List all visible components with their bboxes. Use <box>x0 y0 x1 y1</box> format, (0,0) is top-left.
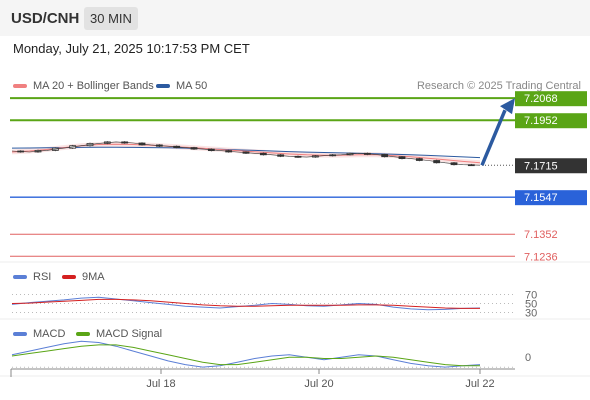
x-tick-label: Jul 18 <box>146 378 175 390</box>
level-label-0: 7.2068 <box>524 93 558 105</box>
rsi-9ma-line <box>11 298 480 309</box>
ma20-legend-label: MA 20 + Bollinger Bands <box>33 80 154 92</box>
macd-line <box>11 340 481 368</box>
pair-title: USD/CNH <box>11 10 80 27</box>
rsi-9ma-swatch <box>62 275 76 279</box>
forecast-arrow-head <box>500 98 515 115</box>
level-tag-3 <box>515 190 587 206</box>
level-label-2: 7.1715 <box>524 160 558 172</box>
rsi-line <box>11 296 481 311</box>
x-tick-label: Jul 22 <box>465 378 494 390</box>
rsi-legend-label: RSI <box>33 271 52 283</box>
rsi-level-label-70: 70 <box>525 290 537 302</box>
legend-macd: MACD <box>13 328 65 340</box>
level-tag-1 <box>515 113 587 129</box>
level-label-4: 7.1352 <box>524 229 558 241</box>
ma20-swatch <box>13 84 27 88</box>
macd-swatch <box>13 332 27 336</box>
legend-rsi: RSI <box>13 271 51 283</box>
ma50-legend-label: MA 50 <box>176 80 208 92</box>
level-label-5: 7.1236 <box>524 251 558 263</box>
macd-zero-label: 0 <box>525 352 531 364</box>
legend-ma20: MA 20 + Bollinger Bands <box>13 80 154 92</box>
legend-ma50: MA 50 <box>156 80 207 92</box>
macd-signal-legend-label: MACD Signal <box>96 328 163 340</box>
level-tag-2 <box>515 158 587 174</box>
ma50-line <box>11 146 481 159</box>
rsi-level-label-30: 30 <box>525 308 537 320</box>
price-line <box>11 141 481 166</box>
legend-rsi-9ma: 9MA <box>62 271 105 283</box>
timestamp: Monday, July 21, 2025 10:17:53 PM CET <box>13 41 250 56</box>
x-tick-label: Jul 20 <box>304 378 333 390</box>
ma50-swatch <box>156 84 170 88</box>
forecast-arrow-shaft <box>480 109 507 166</box>
level-tag-0 <box>515 91 587 107</box>
timeframe-badge[interactable]: 30 MIN <box>84 7 138 30</box>
level-label-1: 7.1952 <box>524 115 558 127</box>
macd-signal-swatch <box>76 332 90 336</box>
macd-signal-line <box>11 344 480 367</box>
rsi-swatch <box>13 275 27 279</box>
rsi-level-label-50: 50 <box>525 299 537 311</box>
credit-text: Research © 2025 Trading Central <box>416 80 581 92</box>
level-label-3: 7.1547 <box>524 192 558 204</box>
legend-macd-signal: MACD Signal <box>76 328 162 340</box>
rsi-9ma-legend-label: 9MA <box>82 271 105 283</box>
macd-legend-label: MACD <box>33 328 66 340</box>
